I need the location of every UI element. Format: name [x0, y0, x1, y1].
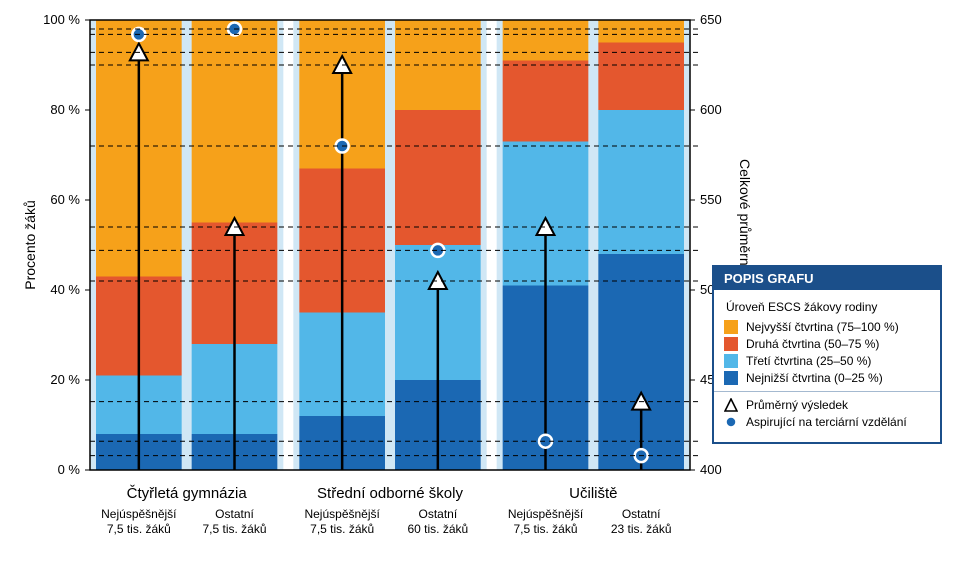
legend-item-label: Druhá čtvrtina (50–75 %) — [746, 337, 879, 351]
legend-swatch — [724, 320, 738, 334]
y-left-tick: 20 % — [50, 372, 80, 387]
bar-segment — [395, 110, 481, 245]
bar-sublabel-1: Ostatní — [622, 507, 661, 521]
y-left-tick: 40 % — [50, 282, 80, 297]
bar-segment — [192, 20, 278, 223]
y-left-tick: 100 % — [43, 12, 80, 27]
legend-divider — [714, 391, 940, 392]
legend-item-label: Třetí čtvrtina (25–50 %) — [746, 354, 871, 368]
legend-box: POPIS GRAFU Úroveň ESCS žákovy rodiny Ne… — [712, 265, 942, 444]
bar-sublabel-2: 7,5 tis. žáků — [513, 522, 577, 536]
bar-segment — [598, 110, 684, 254]
y-right-tick: 600 — [700, 102, 722, 117]
legend-swatch — [724, 337, 738, 351]
circle-icon — [724, 415, 738, 429]
bar-sublabel-2: 60 tis. žáků — [407, 522, 468, 536]
y-right-tick: 550 — [700, 192, 722, 207]
bar-sublabel-1: Nejúspěšnější — [304, 507, 380, 521]
legend-aspire-row: Aspirující na terciární vzdělání — [724, 415, 930, 429]
bar-sublabel-2: 7,5 tis. žáků — [310, 522, 374, 536]
bar-sublabel-1: Nejúspěšnější — [101, 507, 177, 521]
y-left-tick: 0 % — [58, 462, 81, 477]
y-left-tick: 60 % — [50, 192, 80, 207]
bar-segment — [598, 20, 684, 43]
y-left-label: Procento žáků — [22, 200, 38, 290]
bar-sublabel-2: 7,5 tis. žáků — [107, 522, 171, 536]
bar-sublabel-1: Ostatní — [418, 507, 457, 521]
legend-mean-label: Průměrný výsledek — [746, 398, 848, 412]
legend-aspire-label: Aspirující na terciární vzdělání — [746, 415, 907, 429]
bar-sublabel-1: Ostatní — [215, 507, 254, 521]
legend-mean-row: Průměrný výsledek — [724, 398, 930, 412]
legend-item: Třetí čtvrtina (25–50 %) — [724, 354, 930, 368]
y-right-tick: 650 — [700, 12, 722, 27]
legend-section-title: Úroveň ESCS žákovy rodiny — [726, 300, 930, 314]
legend-swatch — [724, 354, 738, 368]
group-label: Čtyřletá gymnázia — [127, 485, 248, 502]
legend-header: POPIS GRAFU — [714, 267, 940, 290]
bar-sublabel-2: 23 tis. žáků — [611, 522, 672, 536]
bar-segment — [503, 20, 589, 61]
legend-item-label: Nejnižší čtvrtina (0–25 %) — [746, 371, 883, 385]
bar-sublabel-1: Nejúspěšnější — [508, 507, 584, 521]
group-label: Střední odborné školy — [317, 485, 463, 502]
legend-swatch — [724, 371, 738, 385]
legend-item: Nejnižší čtvrtina (0–25 %) — [724, 371, 930, 385]
bar-sublabel-2: 7,5 tis. žáků — [202, 522, 266, 536]
group-label: Učiliště — [569, 485, 617, 502]
bar-segment — [503, 61, 589, 142]
y-left-tick: 80 % — [50, 102, 80, 117]
y-right-tick: 400 — [700, 462, 722, 477]
legend-item: Nejvyšší čtvrtina (75–100 %) — [724, 320, 930, 334]
legend-item: Druhá čtvrtina (50–75 %) — [724, 337, 930, 351]
triangle-icon — [724, 398, 738, 412]
legend-item-label: Nejvyšší čtvrtina (75–100 %) — [746, 320, 899, 334]
